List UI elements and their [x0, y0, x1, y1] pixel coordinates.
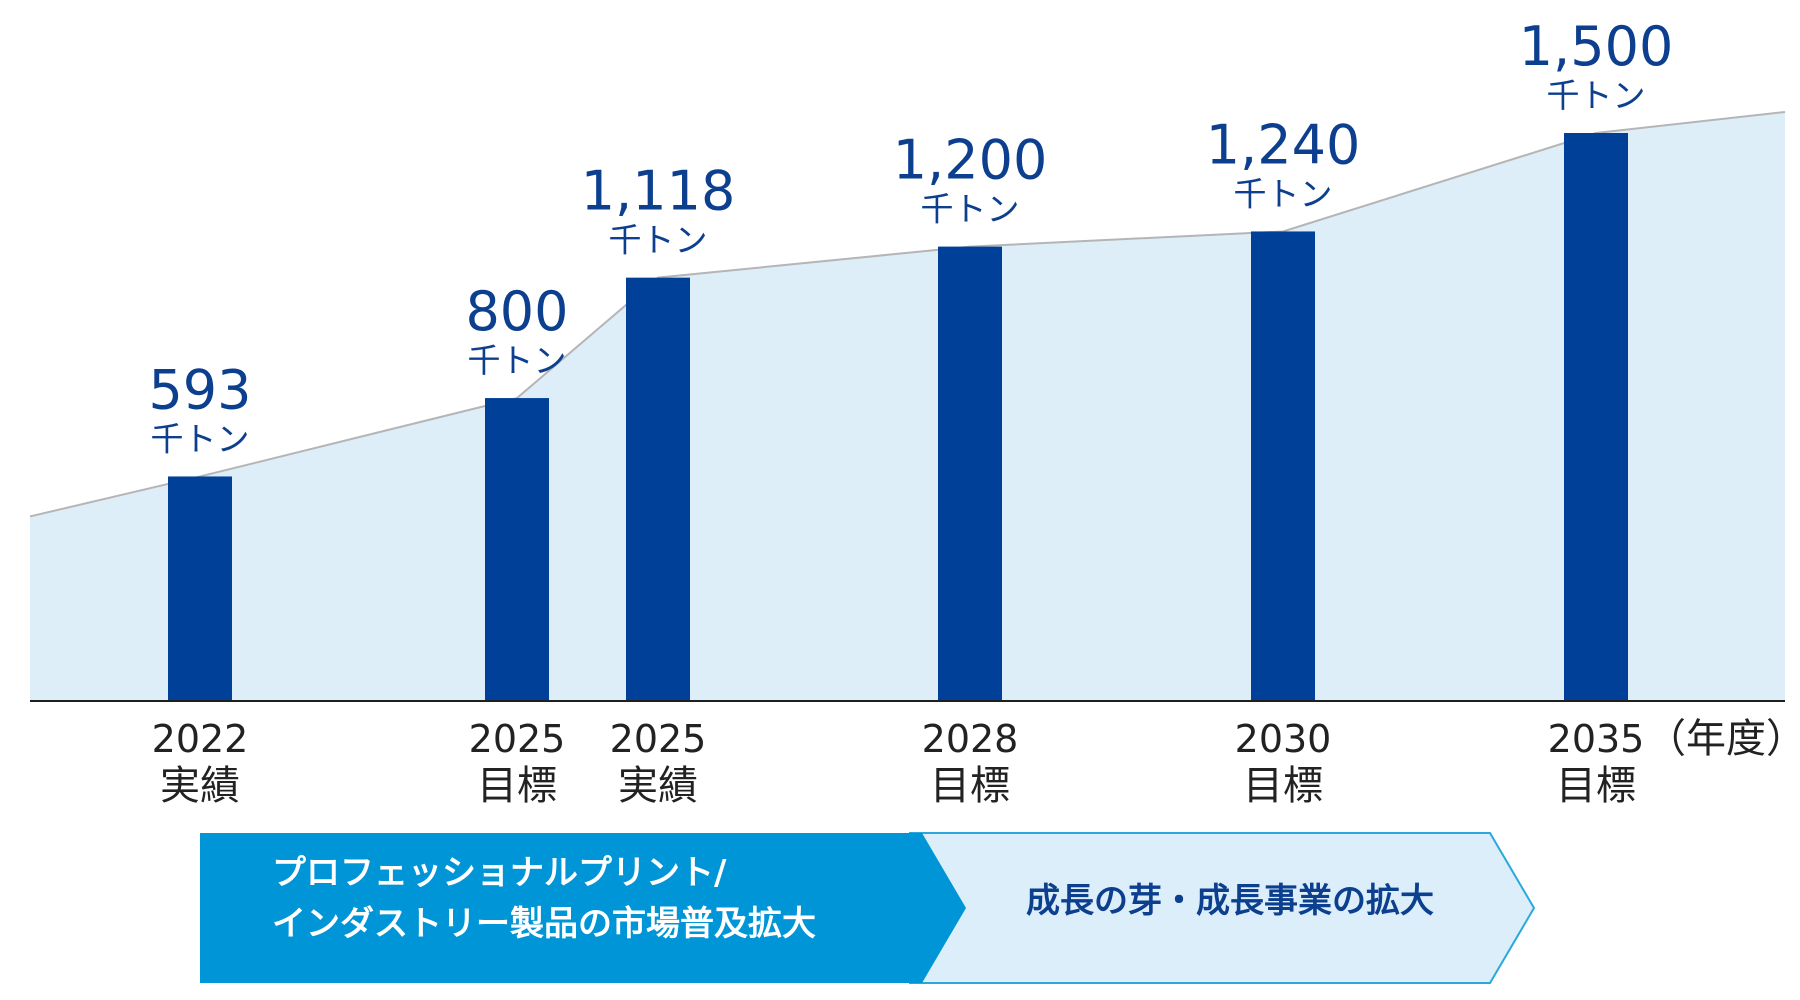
value-label: 1,500	[1519, 15, 1674, 78]
tick-year: 2025	[469, 717, 566, 761]
value-label-layer: 593千トン800千トン1,118千トン1,200千トン1,240千トン1,50…	[148, 15, 1673, 458]
value-label: 800	[465, 280, 568, 343]
bar-2030-target	[1251, 231, 1315, 701]
tick-year: 2035	[1548, 717, 1645, 761]
unit-label: 千トン	[1547, 76, 1646, 115]
tick-year: 2022	[152, 717, 249, 761]
tick-status: 実績	[618, 763, 698, 809]
bar-2035-target	[1564, 133, 1628, 701]
unit-label: 千トン	[609, 221, 708, 260]
trend-area	[30, 112, 1785, 701]
bar-2022-actual	[168, 476, 232, 701]
tick-year: 2025	[610, 717, 707, 761]
phase-market-line-2: インダストリー製品の市場普及拡大	[272, 904, 816, 944]
unit-label: 千トン	[151, 419, 250, 458]
phase-arrow-market	[200, 833, 966, 983]
unit-label: 千トン	[468, 341, 567, 380]
bar-2025-target	[485, 398, 549, 701]
axis-unit-label: （年度）	[1646, 716, 1800, 762]
value-label: 1,118	[581, 160, 736, 223]
tick-year: 2030	[1235, 717, 1332, 761]
tick-year: 2028	[922, 717, 1019, 761]
tick-status: 目標	[1243, 763, 1323, 809]
bar-2025-actual	[626, 277, 690, 701]
bar-layer	[168, 133, 1628, 701]
phase-market-line-1: プロフェッショナルプリント/	[272, 853, 727, 893]
value-label: 1,240	[1206, 113, 1361, 176]
unit-label: 千トン	[921, 190, 1020, 229]
tick-status: 目標	[477, 763, 557, 809]
tick-status: 実績	[160, 763, 240, 809]
trend-line	[29, 111, 1786, 518]
value-label: 1,200	[893, 129, 1048, 192]
phase-growth-line-1: 成長の芽・成長事業の拡大	[1026, 881, 1434, 921]
trend-area-layer	[29, 111, 1786, 701]
tick-status: 目標	[930, 763, 1010, 809]
phase-banner: プロフェッショナルプリント/ インダストリー製品の市場普及拡大 成長の芽・成長事…	[200, 832, 1536, 984]
unit-label: 千トン	[1234, 174, 1333, 213]
bar-2028-target	[938, 246, 1002, 701]
value-label: 593	[148, 358, 251, 421]
tick-status: 目標	[1556, 763, 1636, 809]
